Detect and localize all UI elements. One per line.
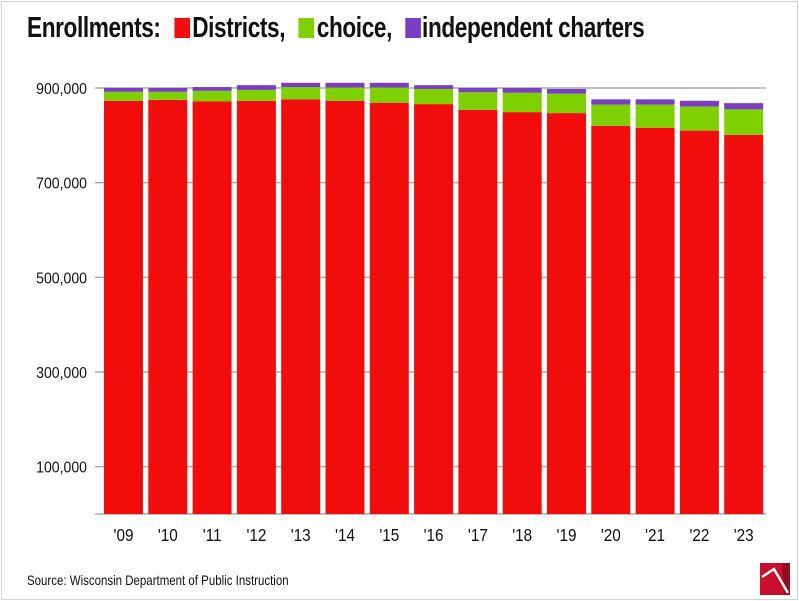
bar-districts bbox=[148, 99, 188, 514]
bar-choice bbox=[458, 92, 498, 110]
bar-districts bbox=[547, 113, 586, 514]
chart-title-legend: Enrollments: Districts, choice, independ… bbox=[27, 12, 645, 45]
x-tick-label: '16 bbox=[424, 525, 444, 545]
bar-charters bbox=[369, 82, 409, 88]
x-tick-label: '09 bbox=[114, 525, 134, 545]
bar-choice bbox=[414, 88, 454, 105]
bar-choice bbox=[591, 104, 631, 126]
bar-choice bbox=[236, 89, 276, 101]
bar-charters bbox=[547, 88, 586, 94]
x-tick-label: '23 bbox=[734, 525, 754, 545]
bar-districts bbox=[414, 104, 454, 515]
bar-charters bbox=[679, 100, 719, 107]
bar-charters bbox=[591, 99, 631, 105]
bar-choice bbox=[547, 93, 586, 114]
y-tick-label: 100,000 bbox=[36, 459, 87, 477]
bar-districts bbox=[325, 100, 365, 514]
bar-choice bbox=[104, 91, 143, 101]
bar-charters bbox=[414, 85, 454, 89]
y-tick-label: 300,000 bbox=[36, 364, 87, 382]
bar-choice bbox=[679, 106, 719, 131]
legend-swatch-charters bbox=[405, 18, 422, 38]
bar-districts bbox=[458, 109, 498, 515]
bar-choice bbox=[192, 90, 232, 102]
legend-swatch-choice bbox=[298, 18, 315, 38]
bar-charters bbox=[281, 82, 321, 88]
bar-choice bbox=[724, 109, 764, 135]
x-tick-label: '14 bbox=[335, 525, 355, 545]
bar-districts bbox=[104, 100, 143, 514]
y-tick-label: 700,000 bbox=[36, 175, 87, 193]
x-tick-label: '11 bbox=[203, 525, 222, 545]
bar-choice bbox=[502, 92, 542, 113]
bar-charters bbox=[458, 88, 498, 93]
bar-districts bbox=[591, 125, 631, 514]
bar-choice bbox=[369, 87, 409, 103]
bar-charters bbox=[724, 103, 764, 110]
bar-districts bbox=[281, 99, 321, 515]
bar-districts bbox=[502, 112, 542, 514]
x-tick-label: '17 bbox=[468, 525, 488, 545]
legend-label-choice: choice, bbox=[316, 12, 393, 44]
source-note: Source: Wisconsin Department of Public I… bbox=[27, 572, 289, 588]
legend-label-districts: Districts, bbox=[192, 12, 286, 44]
legend-swatch-districts bbox=[174, 18, 190, 38]
x-tick-label: '20 bbox=[601, 525, 621, 545]
bar-charters bbox=[104, 88, 143, 92]
bar-districts bbox=[192, 101, 232, 515]
bar-choice bbox=[148, 91, 188, 100]
bar-districts bbox=[369, 102, 409, 514]
bar-districts bbox=[724, 134, 764, 515]
x-tick-label: '12 bbox=[246, 525, 266, 545]
chart-title: Enrollments: bbox=[27, 12, 161, 44]
x-tick-label: '13 bbox=[291, 525, 311, 545]
x-tick-label: '18 bbox=[512, 525, 532, 545]
x-tick-label: '15 bbox=[379, 525, 399, 545]
bar-choice bbox=[635, 104, 675, 128]
x-tick-label: '10 bbox=[158, 525, 178, 545]
y-tick-label: 500,000 bbox=[36, 270, 87, 288]
x-tick-label: '19 bbox=[557, 525, 577, 545]
bar-charters bbox=[502, 88, 542, 93]
legend-label-charters: independent charters bbox=[422, 12, 645, 44]
publisher-logo bbox=[760, 563, 790, 595]
bar-charters bbox=[635, 99, 675, 105]
bar-charters bbox=[236, 85, 276, 90]
bar-districts bbox=[635, 127, 675, 514]
x-tick-label: '21 bbox=[645, 525, 665, 545]
bar-charters bbox=[192, 87, 232, 91]
bar-charters bbox=[325, 82, 365, 88]
bar-districts bbox=[236, 100, 276, 514]
x-tick-label: '22 bbox=[689, 525, 709, 545]
bar-choice bbox=[281, 87, 321, 100]
bar-districts bbox=[679, 130, 719, 514]
y-tick-label: 900,000 bbox=[36, 80, 87, 98]
bar-choice bbox=[325, 87, 365, 101]
bar-charters bbox=[148, 88, 188, 92]
